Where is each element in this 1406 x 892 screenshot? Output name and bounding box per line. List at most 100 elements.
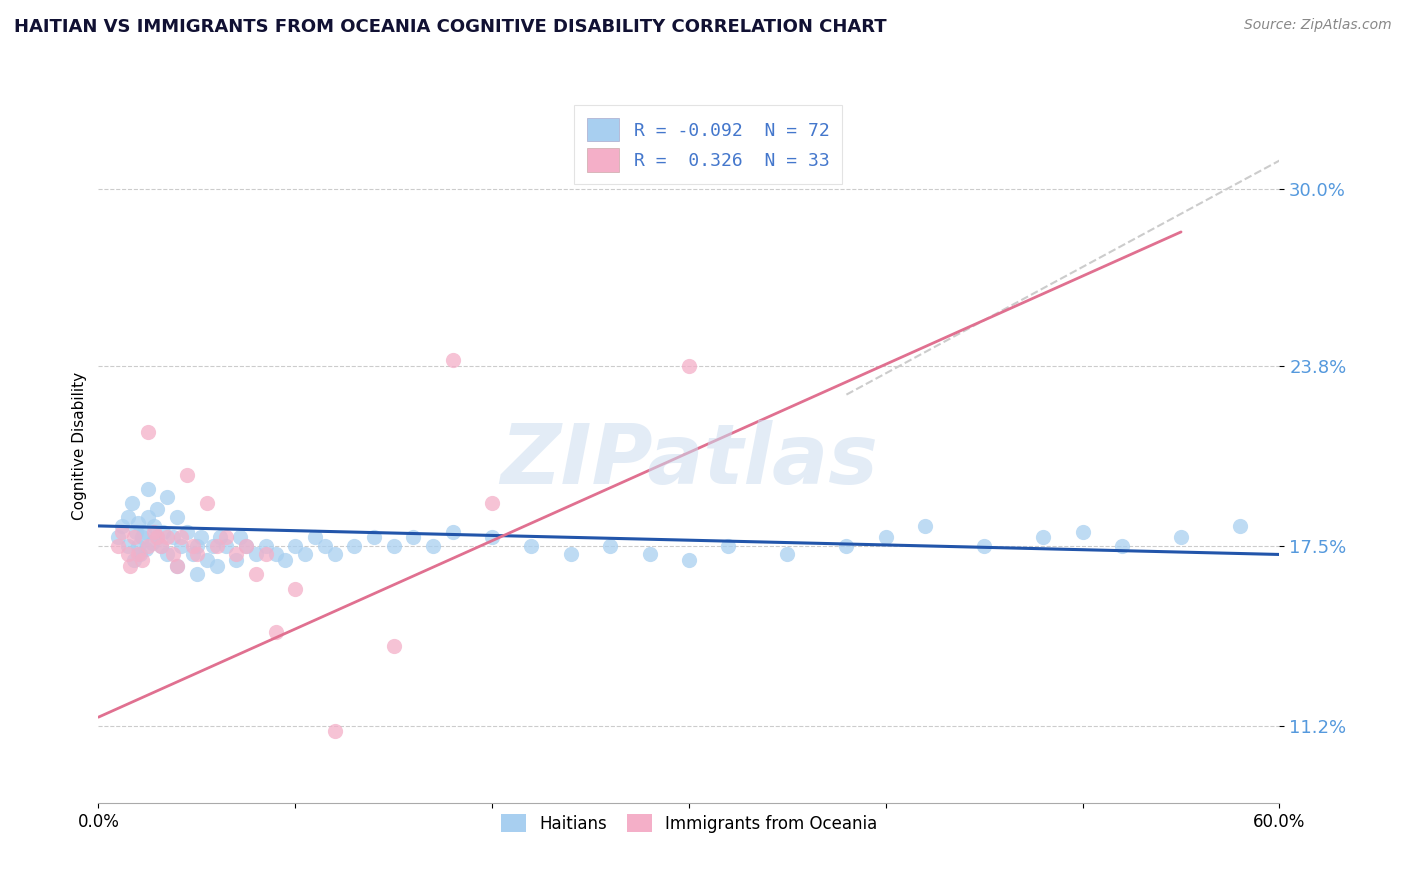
Point [914, 519, 936, 533]
Point [156, 491, 179, 505]
Point [422, 539, 444, 553]
Point [152, 524, 174, 539]
Point [186, 539, 208, 553]
Point [215, 539, 238, 553]
Point [323, 548, 346, 562]
Point [170, 530, 193, 544]
Point [215, 530, 238, 544]
Point [254, 548, 277, 562]
Point [125, 524, 148, 539]
Point [314, 539, 336, 553]
Point [132, 524, 155, 539]
Point [181, 539, 204, 553]
Point [973, 539, 995, 553]
Point [117, 539, 139, 553]
Point [294, 548, 316, 562]
Point [229, 530, 252, 544]
Point [142, 524, 165, 539]
Point [131, 530, 153, 544]
Point [520, 539, 543, 553]
Point [363, 530, 385, 544]
Point [323, 724, 346, 739]
Point [107, 530, 129, 544]
Point [201, 539, 224, 553]
Point [274, 553, 297, 567]
Point [176, 467, 198, 482]
Point [146, 530, 169, 544]
Point [131, 553, 153, 567]
Point [118, 558, 141, 573]
Point [245, 548, 267, 562]
Point [150, 539, 173, 553]
Point [162, 530, 184, 544]
Point [1229, 519, 1251, 533]
Point [127, 548, 149, 562]
Point [717, 539, 740, 553]
Point [776, 548, 799, 562]
Point [111, 519, 134, 533]
Point [441, 353, 464, 368]
Point [136, 539, 159, 553]
Point [122, 553, 145, 567]
Point [135, 541, 157, 556]
Y-axis label: Cognitive Disability: Cognitive Disability [72, 372, 87, 520]
Point [136, 510, 159, 524]
Legend: Haitians, Immigrants from Oceania: Haitians, Immigrants from Oceania [492, 805, 886, 841]
Point [235, 539, 257, 553]
Point [186, 567, 208, 582]
Point [264, 548, 287, 562]
Point [136, 482, 159, 496]
Point [1032, 530, 1054, 544]
Point [441, 524, 464, 539]
Text: HAITIAN VS IMMIGRANTS FROM OCEANIA COGNITIVE DISABILITY CORRELATION CHART: HAITIAN VS IMMIGRANTS FROM OCEANIA COGNI… [14, 18, 887, 36]
Point [678, 553, 700, 567]
Point [166, 558, 188, 573]
Point [254, 539, 277, 553]
Point [166, 558, 188, 573]
Point [195, 496, 218, 510]
Point [402, 530, 425, 544]
Point [146, 530, 169, 544]
Point [599, 539, 621, 553]
Point [835, 539, 858, 553]
Point [481, 496, 503, 510]
Point [128, 548, 150, 562]
Point [481, 530, 503, 544]
Point [1111, 539, 1133, 553]
Text: ZIPatlas: ZIPatlas [501, 420, 877, 500]
Point [166, 510, 188, 524]
Point [156, 530, 179, 544]
Point [1071, 524, 1094, 539]
Point [382, 539, 405, 553]
Point [264, 624, 287, 639]
Point [107, 539, 129, 553]
Text: Source: ZipAtlas.com: Source: ZipAtlas.com [1244, 18, 1392, 32]
Point [186, 548, 208, 562]
Point [678, 359, 700, 373]
Point [162, 548, 184, 562]
Point [225, 553, 247, 567]
Point [142, 519, 165, 533]
Point [127, 539, 149, 553]
Point [245, 567, 267, 582]
Point [343, 539, 366, 553]
Point [156, 548, 179, 562]
Point [875, 530, 897, 544]
Point [150, 539, 173, 553]
Point [1170, 530, 1192, 544]
Point [225, 548, 247, 562]
Point [205, 558, 228, 573]
Point [205, 539, 228, 553]
Point [284, 582, 307, 596]
Point [560, 548, 582, 562]
Point [117, 510, 139, 524]
Point [111, 524, 134, 539]
Point [382, 639, 405, 653]
Point [235, 539, 257, 553]
Point [284, 539, 307, 553]
Point [141, 536, 163, 550]
Point [170, 539, 193, 553]
Point [136, 425, 159, 439]
Point [176, 524, 198, 539]
Point [304, 530, 326, 544]
